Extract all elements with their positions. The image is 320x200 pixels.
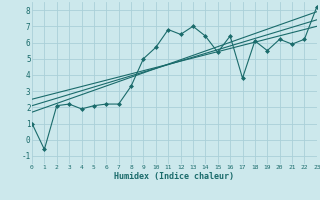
X-axis label: Humidex (Indice chaleur): Humidex (Indice chaleur) (115, 172, 234, 181)
